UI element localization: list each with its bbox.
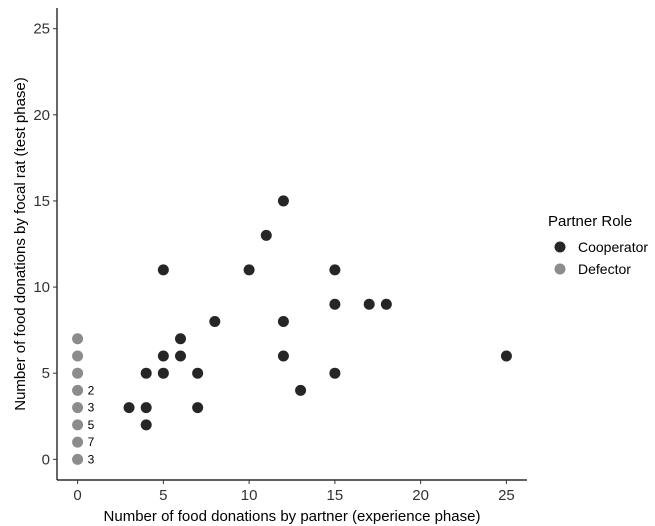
defector-point bbox=[72, 453, 84, 465]
cooperator-point bbox=[329, 298, 341, 310]
legend-label-defector: Defector bbox=[578, 261, 631, 277]
cooperator-point bbox=[260, 229, 272, 241]
cooperator-point bbox=[277, 350, 289, 362]
legend-title: Partner Role bbox=[548, 213, 632, 230]
x-tick-label: 0 bbox=[73, 487, 81, 504]
cooperator-point bbox=[175, 333, 187, 345]
y-tick-label: 20 bbox=[33, 107, 50, 124]
y-tick-label: 5 bbox=[42, 365, 50, 382]
x-tick-label: 25 bbox=[498, 487, 515, 504]
cooperator-point bbox=[243, 264, 255, 276]
count-annotation: 3 bbox=[88, 401, 95, 415]
cooperator-point bbox=[209, 316, 221, 328]
cooperator-point bbox=[277, 316, 289, 328]
cooperator-point bbox=[329, 264, 341, 276]
y-tick-label: 10 bbox=[33, 279, 50, 296]
defector-point bbox=[72, 367, 84, 379]
count-annotation: 2 bbox=[88, 383, 95, 397]
cooperator-point bbox=[500, 350, 512, 362]
cooperator-point bbox=[192, 367, 204, 379]
cooperator-point bbox=[140, 402, 152, 414]
defector-point bbox=[72, 419, 84, 431]
defector-point bbox=[72, 350, 84, 362]
count-annotation: 7 bbox=[88, 435, 95, 449]
legend-marker-defector bbox=[554, 263, 566, 275]
cooperator-point bbox=[329, 367, 341, 379]
cooperator-point bbox=[140, 419, 152, 431]
cooperator-point bbox=[157, 367, 169, 379]
plot-area: 2 3 5 7 3 bbox=[72, 195, 512, 466]
cooperator-point bbox=[157, 264, 169, 276]
cooperator-point bbox=[295, 384, 307, 396]
count-annotation: 3 bbox=[88, 452, 95, 466]
cooperator-point bbox=[157, 350, 169, 362]
cooperator-point bbox=[123, 402, 135, 414]
x-tick-label: 20 bbox=[412, 487, 429, 504]
x-tick-label: 15 bbox=[327, 487, 344, 504]
defector-point bbox=[72, 436, 84, 448]
y-axis-title: Number of food donations by focal rat (t… bbox=[12, 77, 29, 411]
x-axis-title: Number of food donations by partner (exp… bbox=[104, 508, 481, 525]
y-tick-label: 25 bbox=[33, 21, 50, 38]
x-tick-label: 5 bbox=[159, 487, 167, 504]
y-tick-label: 15 bbox=[33, 193, 50, 210]
cooperator-point bbox=[277, 195, 289, 207]
defector-point bbox=[72, 333, 84, 345]
defector-point bbox=[72, 384, 84, 396]
cooperator-point bbox=[380, 298, 392, 310]
legend: Partner Role Cooperator Defector bbox=[548, 213, 648, 277]
defector-point bbox=[72, 402, 84, 414]
legend-marker-cooperator bbox=[554, 241, 566, 253]
x-tick-label: 10 bbox=[241, 487, 258, 504]
legend-label-cooperator: Cooperator bbox=[578, 239, 648, 255]
count-annotation: 5 bbox=[88, 418, 95, 432]
cooperator-point bbox=[140, 367, 152, 379]
cooperator-point bbox=[175, 350, 187, 362]
cooperator-point bbox=[363, 298, 375, 310]
y-tick-label: 0 bbox=[42, 451, 50, 468]
cooperator-point bbox=[192, 402, 204, 414]
